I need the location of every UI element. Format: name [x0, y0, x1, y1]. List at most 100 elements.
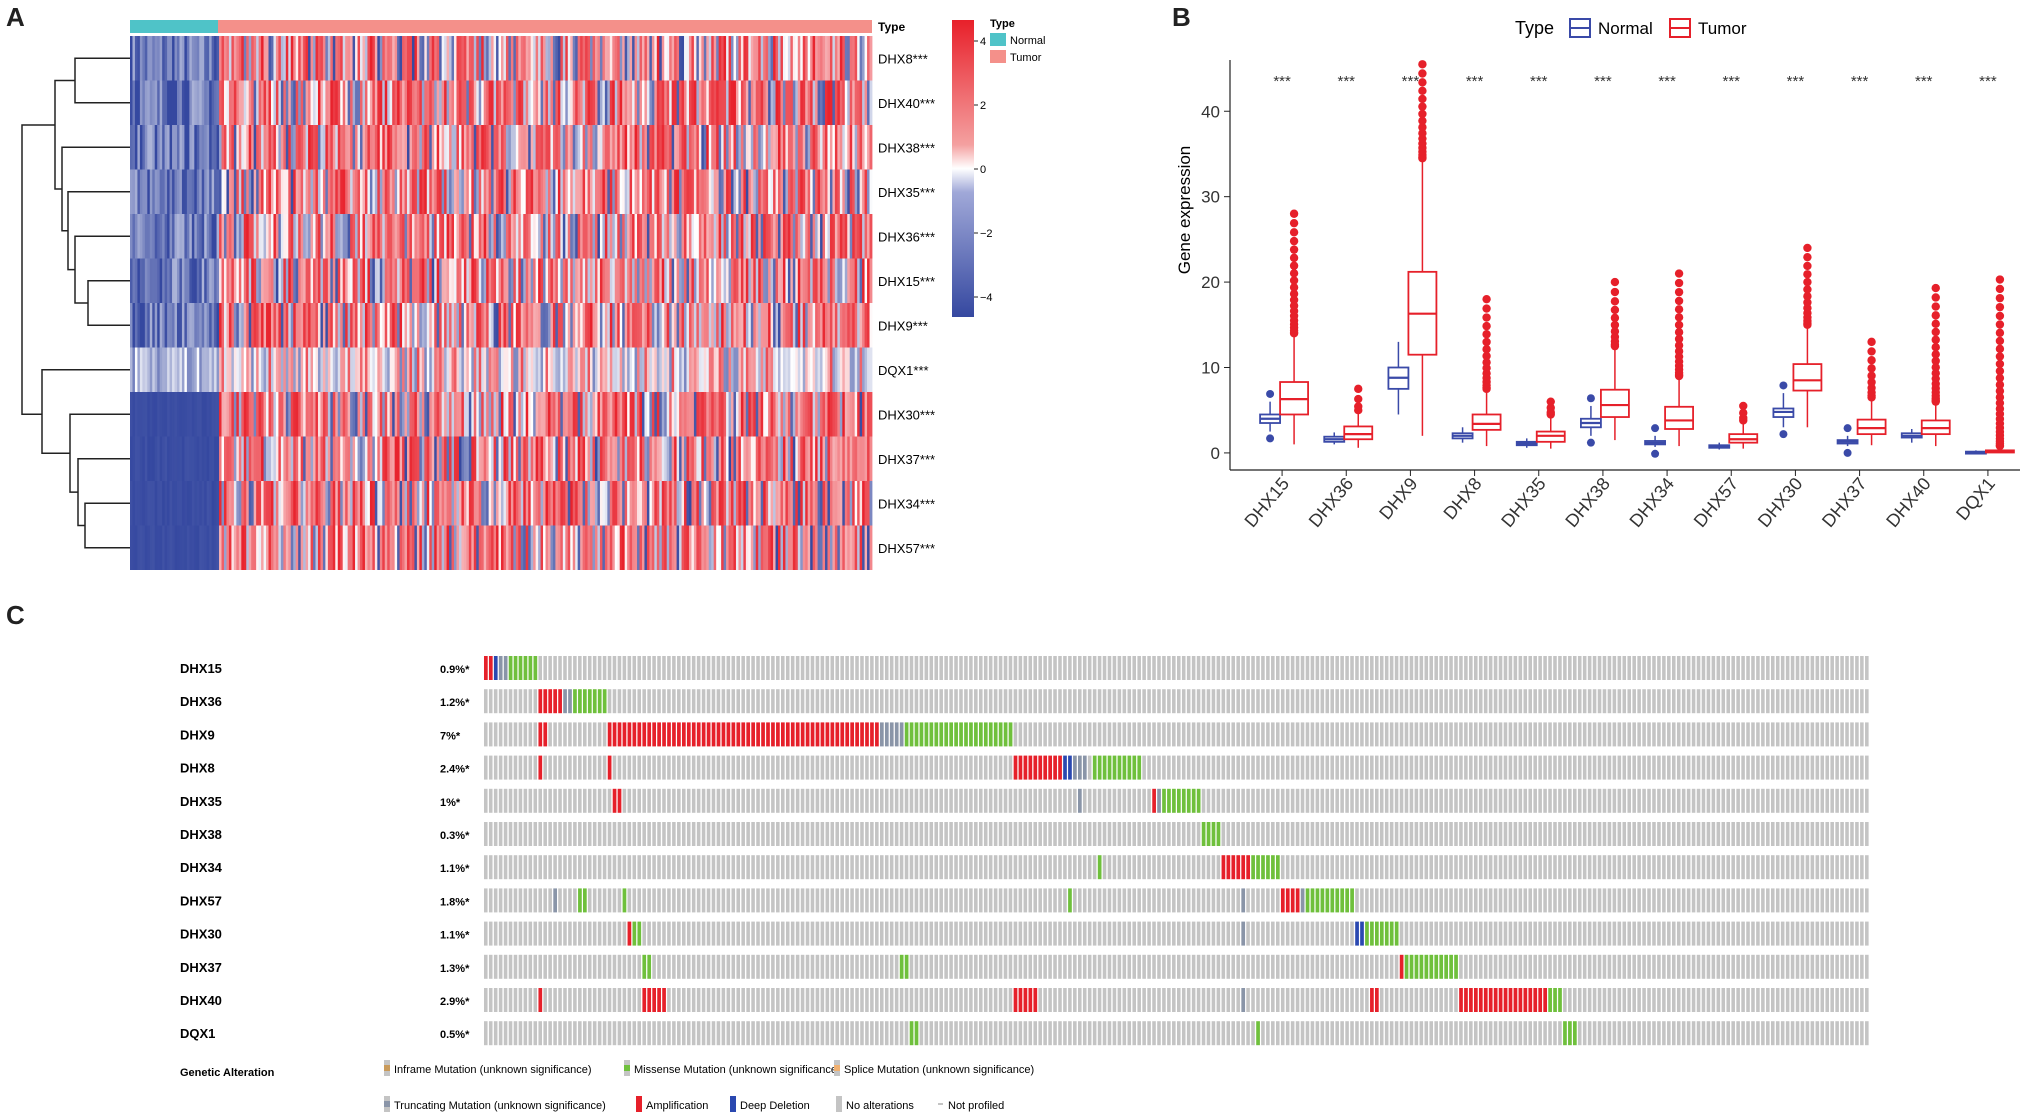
- legend-swatch-normal: [990, 33, 1006, 46]
- heatmap-cell: [852, 258, 856, 303]
- no-alteration-cell: [1543, 722, 1547, 747]
- heatmap-cell: [614, 525, 618, 570]
- heatmap-cell: [688, 36, 692, 81]
- heatmap-cell: [268, 80, 272, 125]
- heatmap-cell: [414, 214, 418, 259]
- no-alteration-cell: [558, 656, 562, 680]
- heatmap-cell: [402, 525, 405, 570]
- heatmap-cell: [278, 169, 282, 214]
- no-alteration-cell: [870, 755, 874, 780]
- heatmap-cell: [624, 525, 628, 570]
- alteration-cell: [568, 689, 572, 714]
- no-alteration-cell: [1736, 656, 1740, 680]
- no-alteration-cell: [1162, 689, 1166, 714]
- heatmap-cell: [661, 258, 665, 303]
- no-alteration-cell: [682, 689, 686, 714]
- heatmap-cell: [280, 125, 284, 170]
- heatmap-cell: [810, 36, 814, 81]
- heatmap-cell: [295, 436, 299, 481]
- no-alteration-cell: [1558, 689, 1562, 714]
- heatmap-cell: [377, 214, 381, 259]
- heatmap-cell: [577, 525, 581, 570]
- heatmap-cell: [513, 125, 517, 170]
- heatmap-cell: [493, 214, 497, 259]
- heatmap-cell: [139, 214, 143, 259]
- no-alteration-cell: [1721, 722, 1726, 747]
- heatmap-cell: [456, 80, 460, 125]
- heatmap-cell: [671, 436, 675, 481]
- no-alteration-cell: [1191, 755, 1196, 780]
- no-alteration-cell: [1043, 722, 1047, 747]
- heatmap-cell: [864, 125, 868, 170]
- no-alteration-cell: [1533, 656, 1537, 680]
- heatmap-cell: [706, 303, 710, 348]
- heatmap-cell: [335, 303, 339, 348]
- no-alteration-cell: [815, 755, 820, 780]
- no-alteration-cell: [1711, 722, 1716, 747]
- heatmap-cell: [471, 481, 475, 526]
- significance-label: ***: [1466, 73, 1484, 90]
- heatmap-cell: [335, 214, 339, 259]
- heatmap-cell: [357, 169, 361, 214]
- no-alteration-cell: [1251, 689, 1255, 714]
- heatmap-cell: [226, 125, 230, 170]
- no-alteration-cell: [1523, 656, 1528, 680]
- heatmap-cell: [513, 80, 517, 125]
- heatmap-cell: [320, 80, 324, 125]
- heatmap-cell: [439, 392, 443, 437]
- heatmap-cell: [431, 214, 435, 259]
- heatmap-cell: [498, 214, 502, 259]
- heatmap-cell: [790, 125, 794, 170]
- heatmap-cell: [223, 525, 227, 570]
- heatmap-cell: [597, 125, 601, 170]
- heatmap-cell: [228, 525, 232, 570]
- heatmap-cell: [387, 481, 391, 526]
- heatmap-cell: [587, 258, 591, 303]
- heatmap-cell: [355, 347, 358, 392]
- heatmap-cell: [421, 481, 425, 526]
- heatmap-cell: [266, 436, 269, 481]
- heatmap-cell: [290, 303, 294, 348]
- heatmap-cell: [263, 125, 267, 170]
- no-alteration-cell: [1706, 722, 1711, 747]
- no-alteration-cell: [1236, 722, 1240, 747]
- heatmap-cell: [387, 347, 391, 392]
- heatmap-cell: [688, 525, 692, 570]
- heatmap-cell: [795, 347, 799, 392]
- heatmap-cell: [770, 525, 774, 570]
- no-alteration-cell: [1696, 656, 1701, 680]
- no-alteration-cell: [1375, 722, 1379, 747]
- heatmap-cell: [303, 125, 306, 170]
- no-alteration-cell: [617, 689, 622, 714]
- heatmap-cell: [298, 80, 302, 125]
- no-alteration-cell: [1518, 722, 1523, 747]
- heatmap-cell: [619, 392, 623, 437]
- heatmap-cell: [209, 392, 213, 437]
- heatmap-cell: [664, 258, 668, 303]
- no-alteration-cell: [983, 689, 988, 714]
- heatmap-cell: [849, 169, 853, 214]
- heatmap-cell: [837, 125, 841, 170]
- heatmap-cell: [340, 125, 344, 170]
- heatmap-cell: [580, 36, 584, 81]
- heatmap-cell: [434, 36, 438, 81]
- heatmap-cell: [604, 258, 608, 303]
- no-alteration-cell: [1528, 689, 1533, 714]
- heatmap-cell: [169, 125, 173, 170]
- heatmap-cell: [869, 214, 873, 259]
- heatmap-cell: [179, 481, 183, 526]
- no-alteration-cell: [1399, 689, 1404, 714]
- heatmap-cell: [411, 481, 415, 526]
- heatmap-cell: [832, 169, 836, 214]
- heatmap-cell: [619, 80, 623, 125]
- heatmap-cell: [857, 80, 861, 125]
- heatmap-cell: [533, 525, 537, 570]
- heatmap-cell: [716, 481, 720, 526]
- heatmap-cell: [743, 125, 747, 170]
- no-alteration-cell: [1820, 722, 1825, 747]
- outlier-point: [1418, 78, 1427, 87]
- heatmap-cell: [659, 169, 663, 214]
- heatmap-cell: [750, 36, 754, 81]
- heatmap-cell: [174, 436, 178, 481]
- no-alteration-cell: [1147, 689, 1151, 714]
